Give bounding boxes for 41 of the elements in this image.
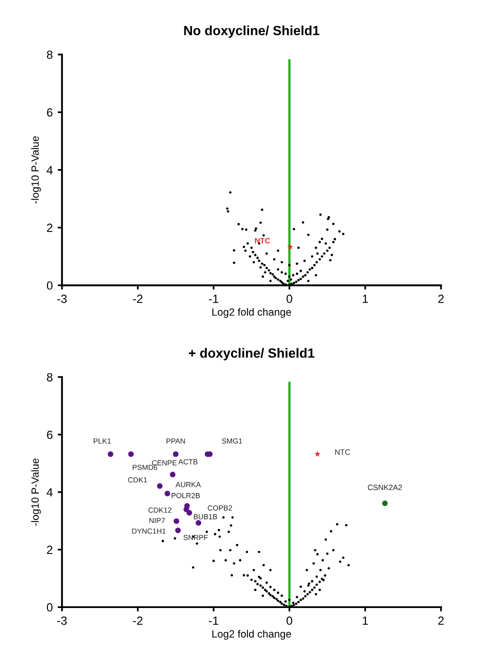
x-tick-label: -1 [208,616,218,625]
point [157,483,163,489]
y-tick-label: 0 [46,603,53,612]
x-tick-label: 2 [438,616,444,625]
point [196,520,202,526]
y-tick-label: 8 [46,50,52,59]
y-axis-title: -log10 P-Value [31,136,41,204]
x-tick-label: -3 [57,294,67,303]
x-tick-label: 0 [286,294,292,303]
point [128,451,134,457]
x-axis-title: Log2 fold change [212,308,292,318]
point [314,450,321,457]
point [174,518,180,524]
x-tick-label: -3 [57,616,67,625]
y-tick-label: 2 [47,546,52,554]
x-tick-label: -2 [133,616,142,625]
x-tick-label: 2 [438,294,444,303]
y-tick-label: 4 [46,488,53,496]
point [164,490,170,496]
y-tick-label: 4 [46,166,53,174]
chart-title: + doxycline/ Shield1 [188,348,314,360]
point [172,451,178,457]
y-tick-label: 6 [47,430,52,439]
point [184,506,190,512]
x-tick-label: -2 [133,294,142,303]
x-tick-label: -1 [208,294,218,303]
y-tick-label: 2 [47,224,52,232]
x-tick-label: 0 [286,616,292,625]
point [382,500,388,506]
y-tick-label: 8 [46,373,52,382]
x-tick-label: 1 [362,294,368,303]
x-axis-title: Log2 fold change [212,630,292,640]
point [186,510,192,516]
y-tick-label: 0 [46,281,53,290]
chart-title: No doxycline/ Shield1 [184,26,320,38]
point [175,528,181,534]
point [108,451,114,457]
point [170,472,176,478]
y-axis-title: -log10 P-Value [31,458,41,526]
x-tick-label: 1 [362,616,368,625]
y-tick-label: 6 [47,108,52,117]
